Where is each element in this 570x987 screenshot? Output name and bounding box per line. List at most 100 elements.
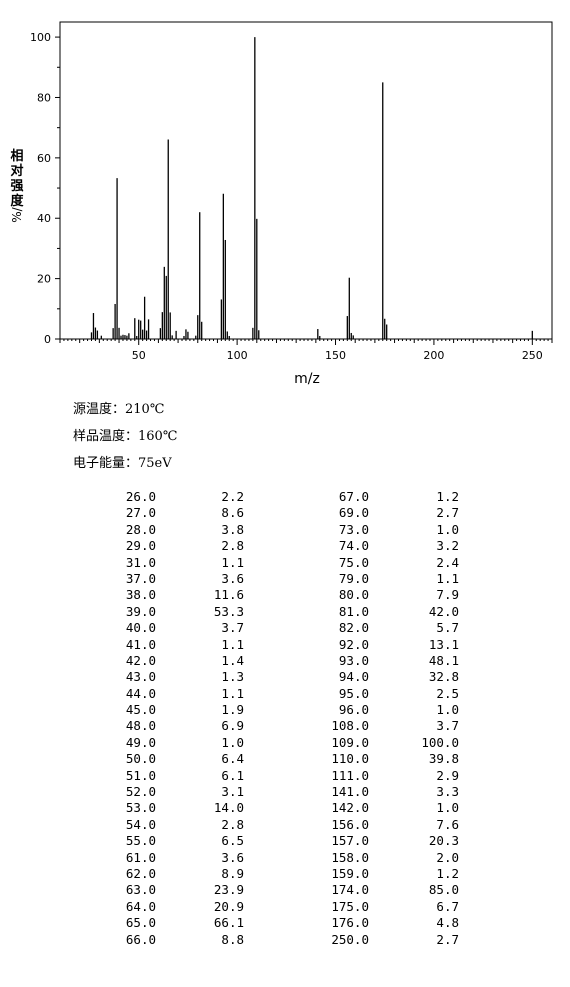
table-row: 66.0 8.8 250.0 2.7 bbox=[0, 932, 570, 948]
intensity-cell: 85.0 bbox=[428, 882, 459, 898]
intensity-cell: 3.6 bbox=[221, 570, 244, 586]
intensity-cell: 11.6 bbox=[213, 587, 244, 603]
intensity-cell: 48.1 bbox=[428, 652, 459, 668]
table-row: 52.0 3.1 141.0 3.3 bbox=[0, 784, 570, 800]
mz-cell: 159.0 bbox=[331, 865, 369, 881]
intensity-cell: 2.2 bbox=[221, 489, 244, 504]
table-row: 26.0 2.2 67.0 1.2 bbox=[0, 489, 570, 505]
table-row: 38.0 11.6 80.0 7.9 bbox=[0, 587, 570, 603]
intensity-cell: 1.0 bbox=[436, 521, 459, 537]
mz-cell: 93.0 bbox=[338, 652, 369, 668]
table-row: 61.0 3.6 158.0 2.0 bbox=[0, 850, 570, 866]
intensity-cell: 2.7 bbox=[436, 505, 459, 521]
table-row: 55.0 6.5 157.0 20.3 bbox=[0, 833, 570, 849]
intensity-cell: 5.7 bbox=[436, 620, 459, 636]
mz-cell: 63.0 bbox=[125, 882, 156, 898]
mz-cell: 27.0 bbox=[125, 505, 156, 521]
sample-temperature: 样品温度：160℃ bbox=[73, 429, 178, 444]
mz-cell: 38.0 bbox=[125, 587, 156, 603]
intensity-cell: 2.4 bbox=[436, 554, 459, 570]
intensity-cell: 20.3 bbox=[428, 833, 459, 849]
y-label-char: 度 bbox=[10, 193, 24, 209]
mz-cell: 108.0 bbox=[331, 718, 369, 734]
intensity-cell: 1.2 bbox=[436, 489, 459, 504]
mz-cell: 174.0 bbox=[331, 882, 369, 898]
plot-border bbox=[59, 21, 553, 340]
peak-bars bbox=[90, 37, 533, 339]
intensity-cell: 1.9 bbox=[221, 702, 244, 718]
mz-cell: 94.0 bbox=[338, 669, 369, 685]
table-row: 37.0 3.6 79.0 1.1 bbox=[0, 571, 570, 587]
table-row: 45.0 1.9 96.0 1.0 bbox=[0, 702, 570, 718]
intensity-cell: 4.8 bbox=[436, 915, 459, 931]
intensity-cell: 3.8 bbox=[221, 521, 244, 537]
mz-cell: 64.0 bbox=[125, 898, 156, 914]
y-label-unit: %/ bbox=[10, 206, 24, 222]
table-row: 48.0 6.9 108.0 3.7 bbox=[0, 718, 570, 734]
mz-cell: 37.0 bbox=[125, 570, 156, 586]
intensity-cell: 1.4 bbox=[221, 652, 244, 668]
table-row: 50.0 6.4 110.0 39.8 bbox=[0, 751, 570, 767]
x-axis-label: m/z bbox=[294, 371, 320, 387]
intensity-cell: 66.1 bbox=[213, 915, 244, 931]
mz-cell: 111.0 bbox=[331, 767, 369, 783]
intensity-cell: 1.1 bbox=[221, 554, 244, 570]
mz-cell: 55.0 bbox=[125, 833, 156, 849]
table-row: 29.0 2.8 74.0 3.2 bbox=[0, 538, 570, 554]
mz-cell: 49.0 bbox=[125, 734, 156, 750]
x-tick-label: 50 bbox=[132, 349, 146, 362]
mz-cell: 28.0 bbox=[125, 521, 156, 537]
intensity-cell: 1.2 bbox=[436, 865, 459, 881]
mz-cell: 44.0 bbox=[125, 685, 156, 701]
y-label-char: 相 bbox=[10, 148, 23, 164]
table-row: 27.0 8.6 69.0 2.7 bbox=[0, 505, 570, 521]
table-row: 31.0 1.1 75.0 2.4 bbox=[0, 555, 570, 571]
y-tick-label: 40 bbox=[37, 212, 51, 225]
x-axis: 50 100 150 200 250 bbox=[59, 339, 553, 362]
intensity-cell: 53.3 bbox=[213, 603, 244, 619]
y-tick-label: 80 bbox=[37, 91, 51, 104]
table-row: 49.0 1.0 109.0 100.0 bbox=[0, 735, 570, 751]
intensity-cell: 14.0 bbox=[213, 800, 244, 816]
mz-cell: 39.0 bbox=[125, 603, 156, 619]
table-row: 28.0 3.8 73.0 1.0 bbox=[0, 522, 570, 538]
table-row: 42.0 1.4 93.0 48.1 bbox=[0, 653, 570, 669]
mz-cell: 96.0 bbox=[338, 702, 369, 718]
mz-cell: 158.0 bbox=[331, 849, 369, 865]
y-tick-label: 100 bbox=[30, 31, 51, 44]
intensity-cell: 13.1 bbox=[428, 636, 459, 652]
mz-cell: 53.0 bbox=[125, 800, 156, 816]
intensity-cell: 6.5 bbox=[221, 833, 244, 849]
intensity-cell: 8.8 bbox=[221, 931, 244, 947]
intensity-cell: 7.9 bbox=[436, 587, 459, 603]
y-label-char: 对 bbox=[10, 163, 23, 179]
mz-cell: 67.0 bbox=[338, 489, 369, 504]
mz-cell: 50.0 bbox=[125, 751, 156, 767]
mz-cell: 82.0 bbox=[338, 620, 369, 636]
mz-cell: 41.0 bbox=[125, 636, 156, 652]
mz-cell: 45.0 bbox=[125, 702, 156, 718]
intensity-cell: 2.5 bbox=[436, 685, 459, 701]
intensity-cell: 23.9 bbox=[213, 882, 244, 898]
intensity-cell: 39.8 bbox=[428, 751, 459, 767]
mz-cell: 26.0 bbox=[125, 489, 156, 504]
mz-cell: 31.0 bbox=[125, 554, 156, 570]
mz-cell: 141.0 bbox=[331, 784, 369, 800]
x-tick-label: 150 bbox=[325, 349, 346, 362]
intensity-cell: 8.6 bbox=[221, 505, 244, 521]
mz-cell: 157.0 bbox=[331, 833, 369, 849]
table-row: 53.0 14.0 142.0 1.0 bbox=[0, 800, 570, 816]
y-axis: 0 20 40 60 80 100 bbox=[30, 31, 60, 346]
mz-cell: 29.0 bbox=[125, 538, 156, 554]
intensity-cell: 2.9 bbox=[436, 767, 459, 783]
intensity-cell: 6.4 bbox=[221, 751, 244, 767]
intensity-cell: 20.9 bbox=[213, 898, 244, 914]
mz-cell: 250.0 bbox=[331, 931, 369, 947]
intensity-cell: 32.8 bbox=[428, 669, 459, 685]
table-row: 41.0 1.1 92.0 13.1 bbox=[0, 637, 570, 653]
plot-frame bbox=[59, 21, 553, 340]
mz-cell: 52.0 bbox=[125, 784, 156, 800]
mz-cell: 80.0 bbox=[338, 587, 369, 603]
